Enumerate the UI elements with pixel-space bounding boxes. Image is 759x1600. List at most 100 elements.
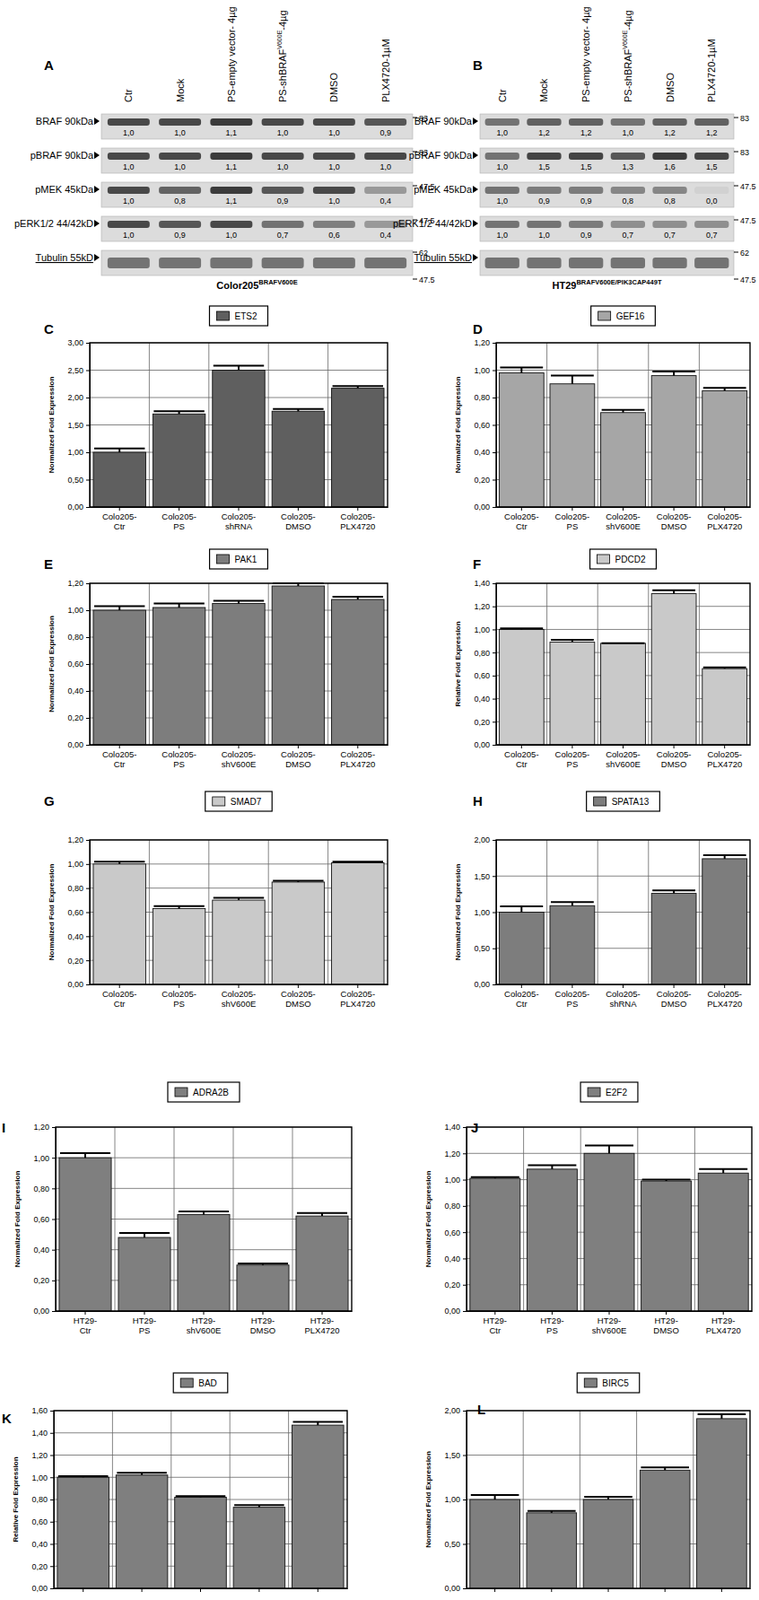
band-value: 1,6 [663, 162, 676, 172]
blot-band [526, 220, 561, 228]
x-tick [82, 1587, 84, 1592]
marker-tick [733, 252, 739, 253]
error-bar-cap [703, 386, 747, 389]
y-tick-mark [492, 948, 497, 950]
x-tick-label-line: DMSO [285, 998, 312, 1009]
x-axis: Colo205-CtrColo205-PSColo205-shV600EColo… [497, 744, 751, 769]
x-tick-mark [144, 1310, 146, 1315]
y-tick-label: 0,20 [67, 713, 84, 723]
error-bar [94, 448, 145, 453]
x-axis: Colo205-CtrColo205-PSColo205-shRNAColo20… [497, 984, 751, 1009]
legend-label: SMAD7 [230, 796, 262, 807]
y-tick: 1,00 [31, 1473, 54, 1483]
error-bar-cap [58, 1474, 109, 1477]
y-tick-mark [462, 1126, 467, 1128]
error-bar [153, 906, 204, 909]
x-tick-label: Colo205-Ctr [102, 511, 138, 532]
blot-band [158, 152, 201, 160]
marker-label: 83 [740, 113, 750, 123]
x-tick-label-line: Colo205- [706, 988, 742, 999]
y-axis-title: Normalized Fold Expression [47, 615, 56, 713]
legend-box [209, 549, 269, 569]
panel-label: F [472, 556, 481, 572]
y-tick-label: 0,80 [67, 632, 84, 642]
legend-box [205, 791, 272, 812]
error-bar-cap [332, 384, 384, 387]
band-value: 0,9 [580, 196, 593, 206]
bar [233, 1507, 286, 1588]
y-tick-label: 1,40 [473, 578, 490, 588]
lane-label: Mock [174, 78, 186, 103]
legend-swatch [216, 311, 229, 321]
y-tick: 1,00 [444, 1494, 467, 1504]
y-tick-mark [492, 342, 497, 344]
row-label: pERK1/2 44/42kD [14, 218, 94, 229]
y-tick-label: 0,50 [473, 943, 490, 953]
legend: PDCD2 [590, 549, 657, 569]
error-bar [213, 601, 264, 604]
marks [59, 1152, 349, 1311]
legend-box [580, 1081, 638, 1102]
x-tick [721, 1587, 723, 1592]
band-value: 1,0 [622, 128, 635, 138]
error-bar [94, 861, 145, 864]
y-tick-label: 1,20 [67, 835, 84, 845]
y-tick-mark [50, 1476, 54, 1478]
y-tick-label: 0,20 [31, 1561, 48, 1571]
y-tick-label: 2,00 [67, 392, 84, 402]
bar [292, 1424, 345, 1588]
bar [174, 1497, 227, 1588]
x-tick-mark [521, 984, 523, 988]
bar [331, 862, 384, 985]
error-bar-cap [703, 666, 747, 669]
x-tick-label-line: Colo205- [605, 511, 641, 522]
y-tick: 0,20 [31, 1561, 54, 1571]
y-tick-mark [462, 1310, 467, 1312]
x-tick-label-line: DMSO [285, 759, 312, 769]
x-tick-label-line: DMSO [250, 1325, 277, 1335]
band-value: 1,0 [174, 162, 186, 172]
x-tick-label: HT29-DMSO [250, 1315, 277, 1335]
y-tick-mark [462, 1455, 467, 1457]
panel-label: G [43, 793, 55, 809]
y-tick-label: 0,00 [444, 1306, 461, 1316]
bar [470, 1177, 521, 1311]
y-axis-title: Normalized Fold Expression [47, 863, 56, 961]
y-tick-label: 0,00 [473, 740, 490, 750]
x-tick-mark [262, 1310, 264, 1315]
error-bar [601, 410, 646, 413]
bar [601, 412, 646, 507]
y-tick-mark [50, 1499, 54, 1501]
blot-band [652, 186, 687, 194]
band-value: 1,0 [496, 196, 508, 206]
legend-swatch [217, 554, 230, 564]
lane-label-text: PS-empty vector- 4µg [226, 6, 237, 103]
row-pointer [472, 253, 479, 262]
y-tick-mark [462, 1179, 467, 1181]
x-tick-label: Colo205-shV600E [605, 749, 641, 769]
blot-strip [101, 216, 413, 242]
x-tick-label-line: HT29- [191, 1315, 216, 1326]
x-tick-label-line: PLX4720 [340, 759, 376, 769]
x-tick-label: Colo205-PS [161, 749, 197, 769]
y-tick: 2,00 [67, 392, 90, 402]
x-tick: Colo205-shRNA [221, 506, 257, 532]
blot-band [485, 257, 520, 269]
legend-swatch [587, 1087, 601, 1097]
x-tick: Colo205-Ctr [504, 984, 540, 1009]
legend-label: GEF16 [616, 311, 646, 322]
lane-label: Mock [538, 78, 550, 103]
marks [498, 590, 747, 745]
band-value: 0,9 [379, 128, 392, 138]
row-pointer [472, 219, 479, 227]
y-tick: 1,50 [67, 420, 90, 430]
y-tick-mark [492, 875, 497, 877]
marker-tick [733, 185, 739, 187]
lane-label-text: Ctr [497, 88, 508, 103]
error-bar [153, 410, 204, 414]
blot-band [610, 118, 646, 126]
x-tick-label-line: Colo205- [340, 511, 376, 522]
y-tick-label: 1,00 [33, 1153, 50, 1163]
x-tick: Colo205-DMSO [280, 984, 316, 1009]
blot-band [209, 257, 253, 269]
